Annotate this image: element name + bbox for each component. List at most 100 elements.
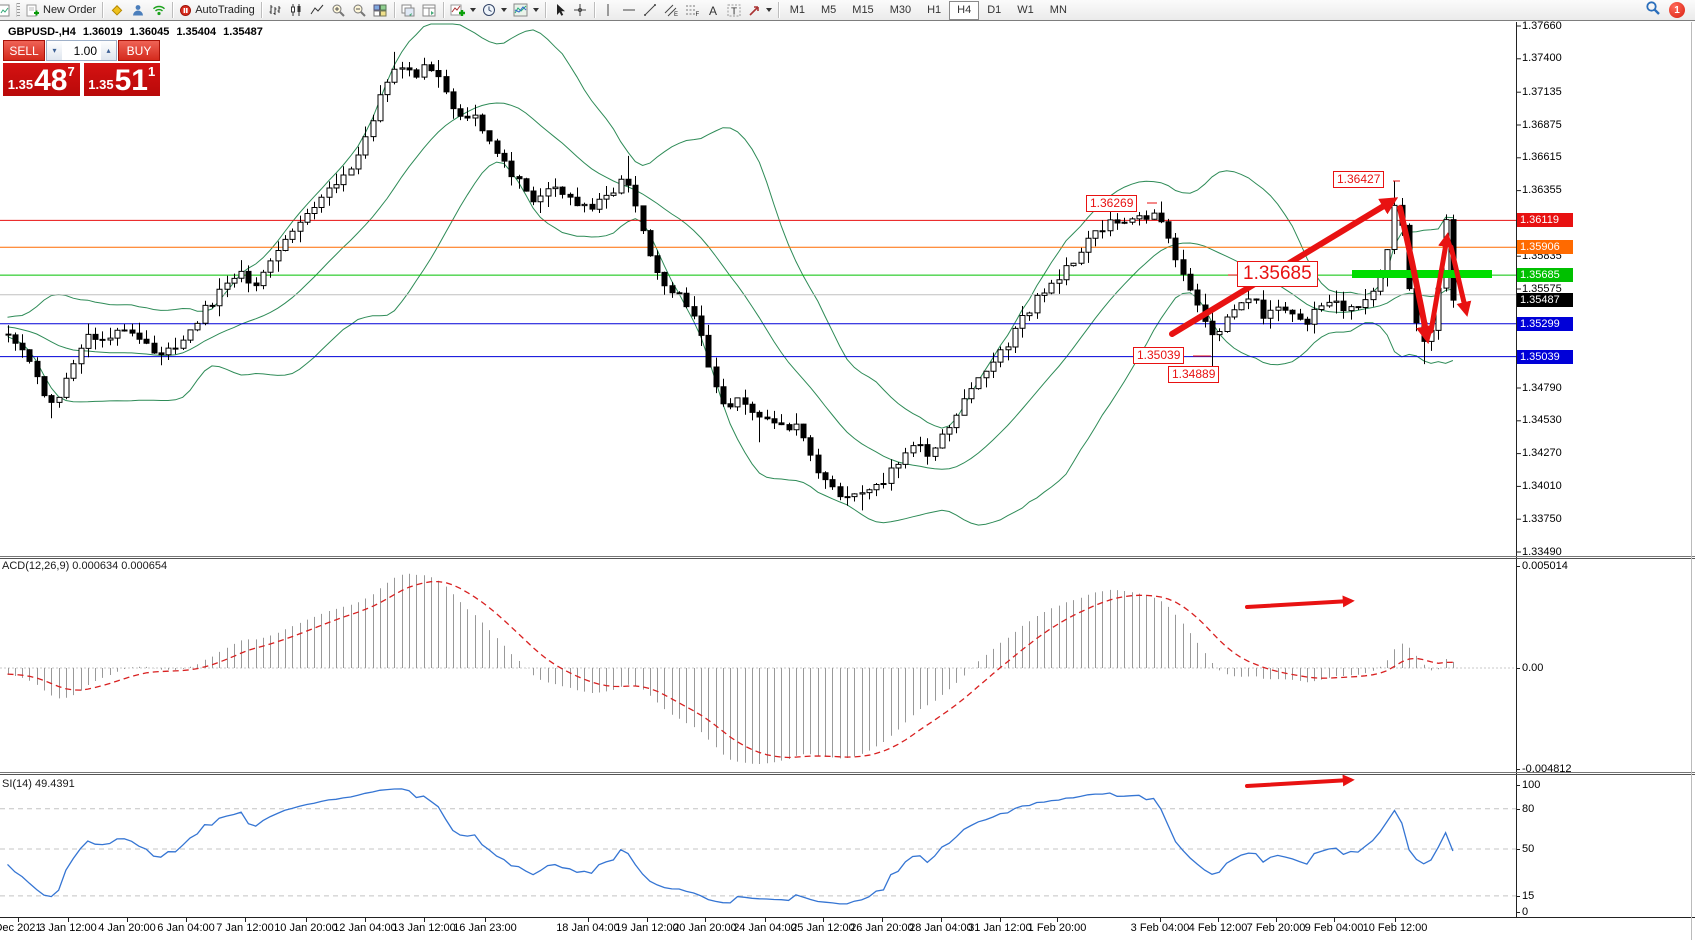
rsi-axis-label: 50 — [1522, 842, 1535, 855]
sell-button[interactable]: SELL — [3, 40, 45, 61]
time-tick-label: 16 Jan 23:00 — [453, 922, 517, 934]
tab-timeframe-m5[interactable]: M5 — [821, 4, 837, 16]
market-button[interactable] — [106, 1, 127, 20]
time-tick-label: 10 Jan 20:00 — [274, 922, 338, 934]
arrows-tool-button[interactable] — [745, 1, 775, 20]
macd-label: ACD(12,26,9) 0.000634 0.000654 — [2, 560, 168, 572]
trend-arrow[interactable] — [1245, 774, 1355, 788]
support-zone-bar[interactable] — [1352, 270, 1492, 278]
price-annotation[interactable]: 1.35039 — [1133, 347, 1185, 364]
line-chart-button[interactable] — [307, 1, 328, 20]
price-axis-badge: 1.35299 — [1517, 316, 1573, 331]
price-tick-label: 1.37400 — [1522, 52, 1562, 65]
volume-increase-button[interactable]: ▴ — [101, 41, 116, 60]
time-tick-label: 18 Jan 04:00 — [556, 922, 620, 934]
price-tick-label: 1.35575 — [1522, 282, 1562, 295]
toolbar-separator — [593, 2, 595, 18]
time-tick-label: 26 Jan 20:00 — [850, 922, 914, 934]
tab-timeframe-m30[interactable]: M30 — [889, 4, 912, 16]
vertical-line-tool-button[interactable] — [598, 1, 619, 20]
trend-arrow[interactable] — [1448, 244, 1472, 317]
rsi-axis-label: 80 — [1522, 802, 1535, 815]
tab-timeframe-h1[interactable]: H1 — [927, 4, 942, 16]
time-tick-label: 10 Feb 12:00 — [1362, 922, 1428, 934]
cascade-windows-button[interactable] — [398, 1, 419, 20]
time-tick-label: 4 Jan 20:00 — [98, 922, 156, 934]
timeframe-group: M1 M5 M15 M30 H1 H4 D1 W1 MN — [782, 0, 1075, 20]
rsi-axis-label: 100 — [1522, 778, 1541, 791]
ohlc-open: 1.36019 — [82, 26, 123, 38]
search-icon[interactable] — [1645, 0, 1661, 21]
sell-price[interactable]: 1.35 48 7 — [3, 63, 80, 96]
price-annotation[interactable]: 1.36269 — [1086, 195, 1138, 212]
cursor-tool-button[interactable] — [549, 1, 570, 20]
templates-button[interactable] — [510, 1, 542, 20]
toolbar-separator — [393, 2, 395, 18]
buy-price[interactable]: 1.35 51 1 — [83, 63, 160, 96]
zoom-out-button[interactable] — [349, 1, 370, 20]
trend-arrow[interactable] — [1397, 205, 1434, 345]
trend-arrow[interactable] — [1428, 232, 1453, 334]
horizontal-line-tool-button[interactable] — [619, 1, 640, 20]
tab-timeframe-d1[interactable]: D1 — [987, 4, 1002, 16]
volume-decrease-button[interactable]: ▾ — [47, 41, 62, 60]
tab-timeframe-m15[interactable]: M15 — [852, 4, 874, 16]
time-tick-label: 4 Feb 12:00 — [1188, 922, 1248, 934]
volume-value[interactable]: 1.00 — [73, 43, 97, 58]
chart-frame — [0, 22, 1695, 940]
price-axis-badge: 1.35906 — [1517, 240, 1573, 255]
price-axis-badge: 1.35685 — [1517, 268, 1573, 283]
one-click-trading-panel: SELL ▾ 1.00 ▴ BUY 1.35 48 7 1.35 51 1 — [3, 40, 160, 96]
toolbar-separator — [172, 2, 174, 18]
zoom-in-button[interactable] — [328, 1, 349, 20]
new-order-label: New Order — [43, 4, 97, 16]
toolbar-separator — [442, 2, 444, 18]
toolbar-right: 1 — [1645, 0, 1695, 21]
tab-timeframe-m1[interactable]: M1 — [789, 4, 805, 16]
trend-arrow[interactable] — [1245, 595, 1355, 609]
candlestick-chart-button[interactable] — [286, 1, 307, 20]
time-tick-label: 25 Jan 12:00 — [791, 922, 855, 934]
price-tick-label: 1.36615 — [1522, 151, 1562, 164]
sell-price-sup: 7 — [67, 64, 75, 79]
notification-count: 1 — [1674, 4, 1680, 16]
macd-indicator — [0, 573, 1516, 764]
text-tool-button[interactable]: A — [703, 1, 724, 20]
new-chart-button[interactable] — [0, 1, 13, 20]
signals-button[interactable] — [127, 1, 148, 20]
time-tick-label: 19 Jan 12:00 — [615, 922, 679, 934]
periods-button[interactable] — [479, 1, 510, 20]
notification-badge[interactable]: 1 — [1669, 2, 1685, 18]
trendline-tool-button[interactable] — [640, 1, 661, 20]
arrange-windows-button[interactable] — [419, 1, 440, 20]
symbol-header: GBPUSD-,H4 1.36019 1.36045 1.35404 1.354… — [8, 26, 263, 38]
time-tick-label: 1 Feb 20:00 — [1027, 922, 1087, 934]
trade-panel-prices: 1.35 48 7 1.35 51 1 — [3, 63, 160, 96]
price-annotation[interactable]: 1.34889 — [1168, 366, 1220, 383]
new-order-button[interactable]: New Order — [23, 1, 99, 20]
price-axis-badge: 1.35039 — [1517, 349, 1573, 364]
equidistant-channel-tool-button[interactable]: E — [661, 1, 682, 20]
fibonacci-tool-button[interactable]: F — [682, 1, 703, 20]
buy-button[interactable]: BUY — [118, 40, 160, 61]
ohlc-low: 1.35404 — [176, 26, 217, 38]
text-label-tool-button[interactable]: T — [724, 1, 745, 20]
tab-timeframe-w1[interactable]: W1 — [1017, 4, 1034, 16]
add-indicator-button[interactable] — [447, 1, 479, 20]
autotrading-button[interactable]: AutoTrading — [176, 1, 258, 20]
buy-price-sup: 1 — [147, 64, 156, 79]
rsi-indicator — [0, 788, 1516, 905]
price-annotation[interactable]: 1.35685 — [1237, 261, 1318, 287]
bar-chart-button[interactable] — [265, 1, 286, 20]
tab-timeframe-h4[interactable]: H4 — [949, 0, 980, 20]
templates-dropdown-icon — [532, 8, 539, 12]
rsi-axis-label: 15 — [1522, 889, 1535, 902]
tile-windows-button[interactable] — [370, 1, 391, 20]
toolbar-grip — [16, 3, 20, 17]
tab-timeframe-mn[interactable]: MN — [1049, 4, 1067, 16]
crosshair-tool-button[interactable] — [570, 1, 591, 20]
price-annotation[interactable]: 1.36427 — [1333, 171, 1385, 188]
time-tick-label: 7 Jan 12:00 — [216, 922, 274, 934]
connectivity-button[interactable] — [148, 1, 169, 20]
